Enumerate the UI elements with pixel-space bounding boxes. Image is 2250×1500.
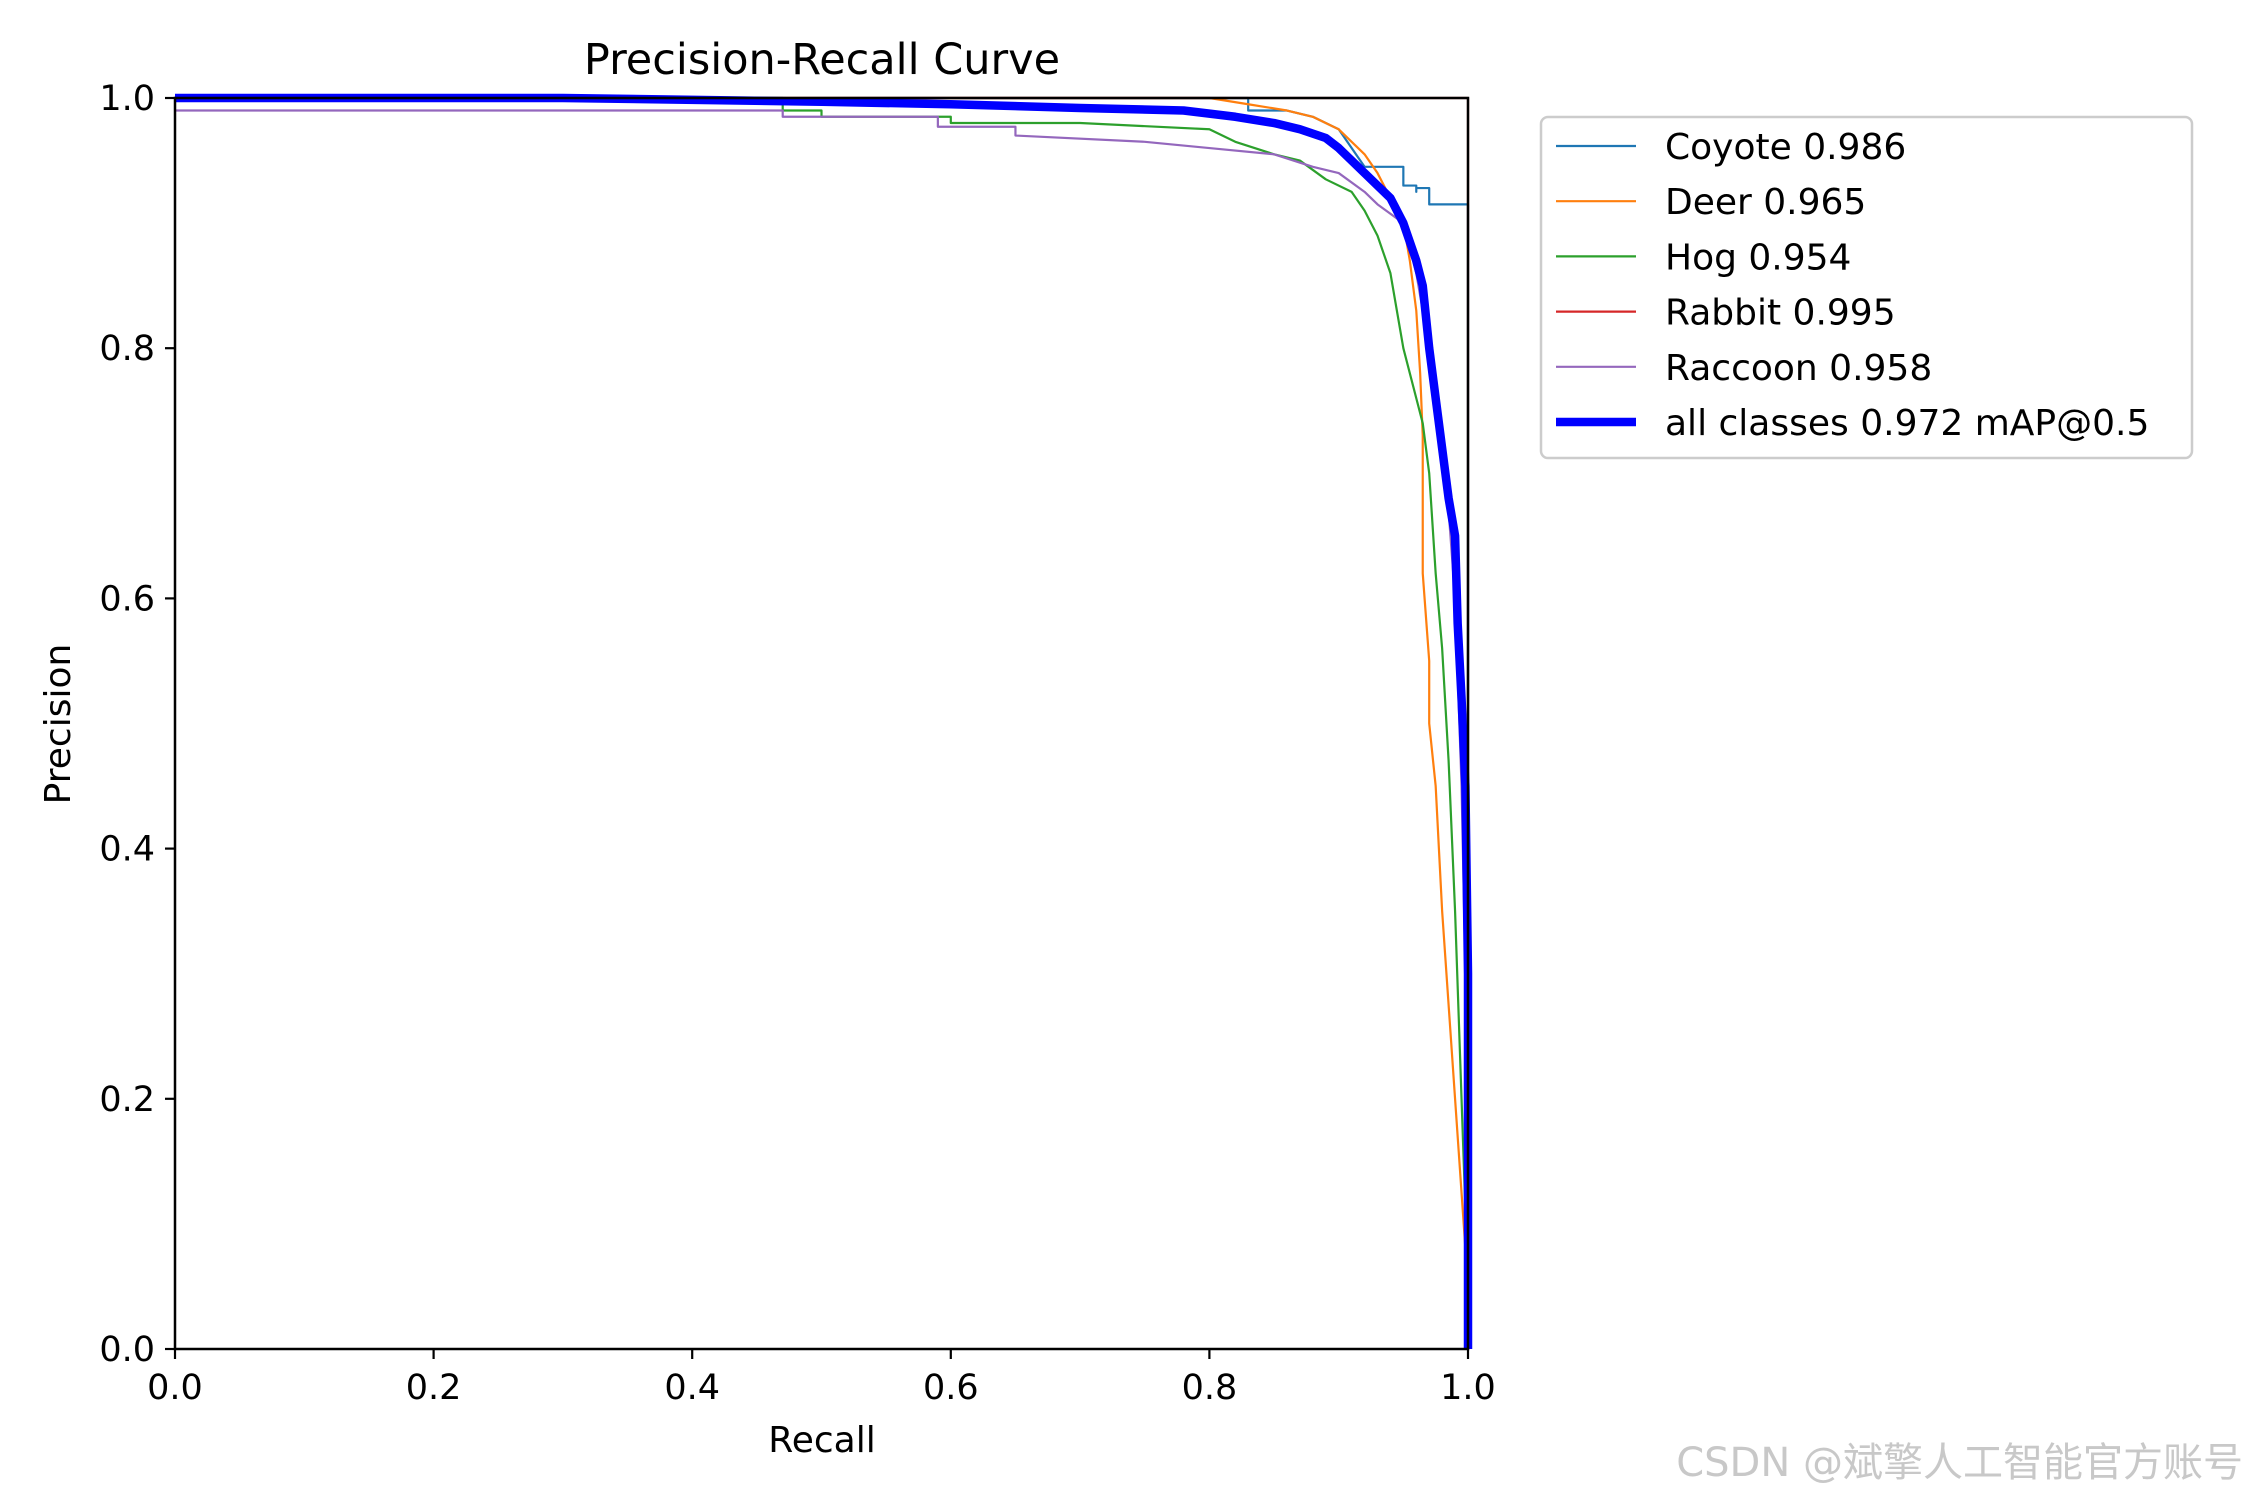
x-tick-label: 0.8 (1182, 1368, 1238, 1408)
chart-title: Precision-Recall Curve (584, 35, 1060, 85)
x-tick-label: 0.2 (406, 1368, 462, 1408)
plot-frame (173, 96, 1470, 1351)
legend-items: Coyote 0.986 Deer 0.965 Hog 0.954 Rabbit 0.… (1556, 127, 2149, 444)
y-tick-label: 0.8 (99, 329, 155, 369)
x-tick-label: 0.6 (923, 1368, 979, 1408)
x-tick-label: 0.4 (664, 1368, 720, 1408)
x-axis-ticks: 0.0 0.2 0.4 0.6 0.8 1.0 (147, 1349, 1496, 1408)
legend-label: Rabbit 0.995 (1665, 293, 1896, 334)
y-tick-label: 1.0 (99, 79, 155, 119)
y-tick-label: 0.2 (99, 1080, 155, 1120)
y-tick-label: 0.0 (99, 1330, 155, 1370)
x-axis-label: Recall (768, 1420, 875, 1461)
legend-frame (1539, 115, 2194, 460)
legend: Coyote 0.986 Deer 0.965 Hog 0.954 Rabbit 0.… (1539, 115, 2194, 460)
legend-label: Deer 0.965 (1665, 182, 1866, 223)
series-line-0 (175, 96, 1470, 1349)
legend-label: all classes 0.972 mAP@0.5 (1665, 403, 2149, 444)
y-axis-ticks: 0.0 0.2 0.4 0.6 0.8 1.0 (99, 79, 175, 1370)
x-tick-label: 1.0 (1440, 1368, 1496, 1408)
y-axis-label: Precision (38, 644, 79, 805)
watermark-text: CSDN @斌擎人工智能官方账号 (1676, 1440, 2243, 1486)
series-line-4 (175, 109, 1470, 1349)
y-tick-label: 0.6 (99, 579, 155, 619)
series-line-5 (175, 93, 1473, 1349)
x-tick-label: 0.0 (147, 1368, 203, 1408)
y-tick-label: 0.4 (99, 830, 155, 870)
legend-label: Raccoon 0.958 (1665, 348, 1932, 389)
legend-label: Coyote 0.986 (1665, 127, 1906, 168)
legend-label: Hog 0.954 (1665, 237, 1851, 278)
